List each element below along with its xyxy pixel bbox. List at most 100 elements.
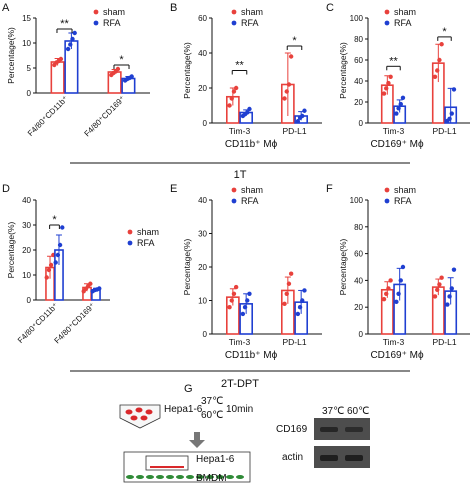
y-tick-label: 60 <box>354 250 363 259</box>
data-point-sham <box>386 80 391 86</box>
bmdm-cell <box>176 475 184 479</box>
arrow-down-icon <box>194 432 200 440</box>
panel-letter-c: C <box>326 2 334 14</box>
data-point-rfa <box>53 260 58 265</box>
x-tick-label: PD-L1 <box>432 337 456 347</box>
panel-letter-d: D <box>2 183 10 195</box>
data-point-rfa <box>445 302 450 307</box>
bmdm-cell <box>226 475 234 479</box>
data-point-sham <box>381 296 387 302</box>
panel-letter-g: G <box>184 383 193 395</box>
data-point-rfa <box>297 305 303 310</box>
legend-rfa-label: RFA <box>394 196 412 206</box>
y-tick-label: 0 <box>359 330 364 339</box>
bmdm-label: BMDM <box>196 473 227 483</box>
gel-header-60: 60℃ <box>347 406 369 417</box>
gel-band-actin-60 <box>345 455 363 461</box>
x-tick-label: F4/80⁺CD169⁺ <box>82 94 126 138</box>
temp-37-label: 37℃ <box>201 396 223 407</box>
y-tick-label: 20 <box>354 98 363 107</box>
tumor-cell <box>125 409 133 415</box>
y-tick-label: 0 <box>359 119 364 128</box>
x-tick-label: Tim-3 <box>383 126 405 136</box>
data-point-rfa <box>295 119 301 124</box>
legend-sham-marker <box>231 9 237 15</box>
data-point-rfa <box>394 111 399 116</box>
legend-rfa-label: RFA <box>103 18 121 28</box>
data-point-rfa <box>302 288 307 293</box>
data-point-rfa <box>129 74 134 79</box>
x-tick-label: PD-L1 <box>282 337 306 347</box>
legend-sham-marker <box>384 187 390 193</box>
y-tick-label: 0 <box>203 330 208 339</box>
data-point-rfa <box>60 225 65 230</box>
data-point-sham <box>227 305 232 310</box>
y-axis-label: Percentage(%) <box>182 42 192 99</box>
y-tick-label: 30 <box>22 221 31 230</box>
data-point-sham <box>288 271 294 276</box>
panel-letter-e: E <box>170 183 177 195</box>
data-point-sham <box>282 301 287 307</box>
panel-g-schematic: Hepa1-6 37℃ 60℃ 10min Hepa1-6 BMDM 37℃ 6… <box>119 396 370 483</box>
y-tick-label: 80 <box>354 223 363 232</box>
tumor-cell <box>145 409 153 415</box>
significance-label: * <box>442 26 447 38</box>
data-point-rfa <box>97 286 102 291</box>
data-point-rfa <box>447 116 452 122</box>
bmdm-cell <box>206 475 214 479</box>
legend-sham-label: sham <box>241 7 263 17</box>
data-point-sham <box>229 96 234 101</box>
data-point-sham <box>437 282 442 287</box>
y-tick-label: 0 <box>27 296 32 305</box>
legend-rfa-marker <box>231 20 237 26</box>
data-point-rfa <box>70 36 75 42</box>
chart-panel-d: 010203040Percentage(%)F4/80⁺CD11b⁺F4/80⁺… <box>6 196 159 345</box>
bmdm-cell <box>136 475 144 479</box>
data-point-sham <box>88 281 93 286</box>
data-point-sham <box>384 86 389 91</box>
data-point-sham <box>432 74 438 80</box>
group-label-b: CD11b⁺ Mϕ <box>225 139 278 150</box>
timepoint-2t-dpt: 2T-DPT <box>221 378 259 390</box>
x-tick-label: Tim-3 <box>229 126 251 136</box>
data-point-sham <box>439 275 444 280</box>
gel-row-cd169: CD169 <box>276 424 308 435</box>
y-tick-label: 80 <box>354 35 363 44</box>
group-label-e: CD11b⁺ Mϕ <box>225 350 278 361</box>
x-tick-label: Tim-3 <box>229 337 251 347</box>
data-point-sham <box>284 89 289 94</box>
legend-sham-label: sham <box>103 7 125 17</box>
legend-rfa-label: RFA <box>241 196 259 206</box>
bmdm-cell <box>216 475 224 479</box>
legend-rfa-label: RFA <box>137 238 155 248</box>
data-point-rfa <box>57 242 63 248</box>
bmdm-cell <box>126 475 134 479</box>
y-tick-label: 40 <box>22 196 31 205</box>
cells-label: Hepa1-6 <box>164 404 203 415</box>
significance-label: ** <box>60 18 69 30</box>
y-tick-label: 10 <box>22 39 31 48</box>
tumor-cell <box>135 407 143 413</box>
gel-header-37: 37℃ <box>322 406 344 417</box>
data-point-sham <box>231 89 237 94</box>
data-point-sham <box>432 294 438 299</box>
data-point-sham <box>381 91 387 96</box>
group-label-f: CD169⁺ Mϕ <box>370 350 424 361</box>
gel-blot-cd169 <box>314 418 370 440</box>
y-tick-label: 60 <box>354 56 363 65</box>
chart-panel-f: 0 20 40 60 80 100 Percentage(%) Tim-3 PD-L1 shamR… <box>338 185 470 347</box>
data-point-rfa <box>449 286 454 291</box>
legend-rfa-marker <box>384 198 390 204</box>
data-point-sham <box>288 54 294 59</box>
transwell-insert <box>145 455 189 471</box>
data-point-sham <box>388 74 393 80</box>
bmdm-cell <box>186 475 194 479</box>
tumor-cell <box>130 415 138 421</box>
data-point-sham <box>44 275 49 280</box>
data-point-rfa <box>447 294 452 299</box>
data-point-rfa <box>242 305 248 310</box>
data-point-sham <box>435 287 440 292</box>
legend-rfa-label: RFA <box>394 18 412 28</box>
